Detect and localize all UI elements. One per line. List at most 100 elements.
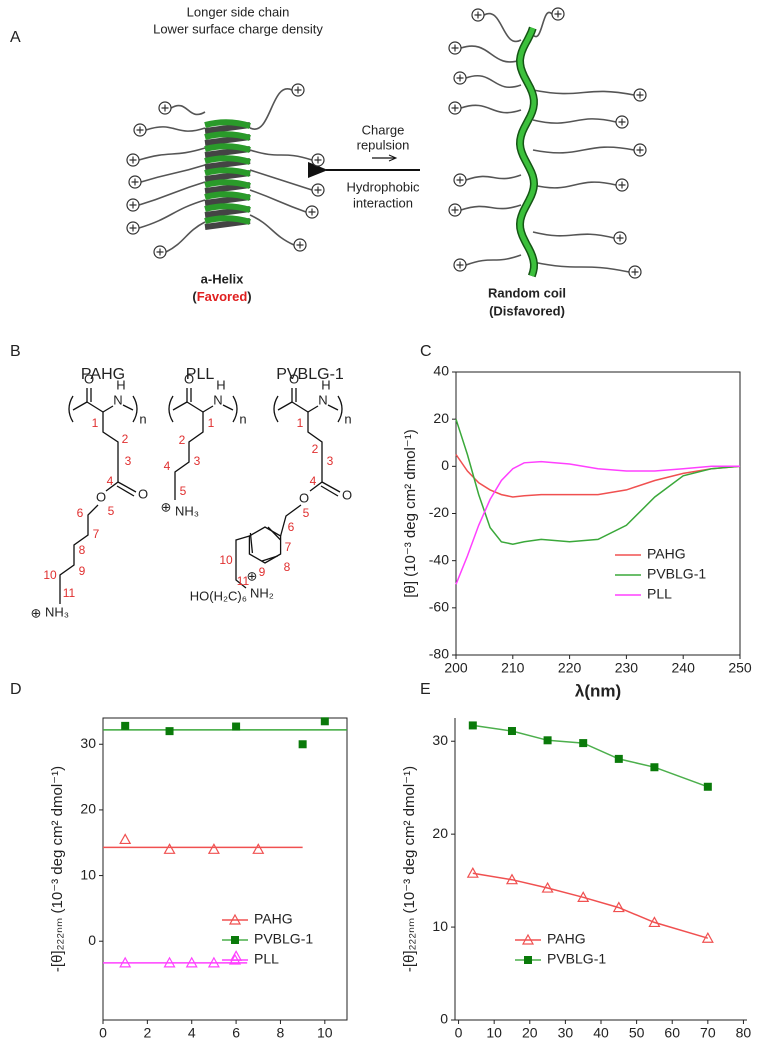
- side-chain: [138, 199, 206, 229]
- charge-plus: [618, 118, 626, 126]
- carbon-number: 9: [259, 565, 266, 579]
- polymer-name: PVBLG-1: [276, 366, 344, 383]
- side-chain: [165, 221, 206, 253]
- bond: [86, 401, 104, 413]
- side-chain: [465, 75, 522, 88]
- bond: [102, 405, 114, 413]
- side-chain: [249, 189, 307, 213]
- bond: [117, 481, 137, 493]
- helix-name: a-Helix: [201, 271, 244, 286]
- marker: [207, 843, 220, 854]
- atom-label: O: [184, 371, 194, 386]
- bond: [222, 404, 234, 411]
- arrow-label: interaction: [353, 195, 413, 210]
- bond: [277, 401, 293, 411]
- bond: [186, 401, 204, 413]
- side-chain: [532, 118, 617, 124]
- atom-label: n: [239, 411, 246, 426]
- bond: [59, 504, 99, 604]
- paren: ): [247, 289, 251, 304]
- atom-label: N: [213, 392, 222, 407]
- carbon-number: 11: [237, 574, 250, 588]
- charge-plus: [474, 11, 482, 19]
- x-tick-label: 0: [455, 1025, 463, 1039]
- side-chain: [532, 89, 635, 96]
- bond: [172, 401, 188, 411]
- side-chain: [249, 149, 313, 161]
- carbon-number: 1: [208, 416, 215, 430]
- coil: [517, 27, 537, 277]
- marker: [231, 936, 239, 944]
- y-tick-label: -80: [429, 646, 449, 662]
- side-chain: [138, 147, 206, 161]
- y-tick-label: 30: [432, 732, 448, 748]
- carbon-number: 1: [297, 416, 304, 430]
- coil-state: (Disfavored): [489, 303, 565, 318]
- marker: [701, 931, 714, 943]
- bond: [307, 412, 323, 492]
- helix-front: [204, 191, 251, 201]
- side-chain: [460, 104, 522, 114]
- x-tick-label: 40: [593, 1025, 609, 1039]
- marker: [165, 727, 174, 736]
- panel-label: C: [420, 343, 432, 360]
- x-tick-label: 30: [558, 1025, 574, 1039]
- helix-front: [204, 203, 251, 213]
- arrow-label: Hydrophobic: [347, 179, 420, 194]
- atom-label: H: [321, 377, 330, 392]
- atom-label: N: [113, 392, 122, 407]
- x-tick-label: 8: [277, 1025, 285, 1039]
- marker: [703, 782, 712, 791]
- carbon-number: 10: [43, 568, 57, 582]
- bracket: [132, 395, 138, 423]
- atom-label: NH₃: [45, 604, 69, 619]
- bond: [72, 401, 88, 411]
- bond: [202, 405, 214, 413]
- carbon-number: 4: [164, 459, 171, 473]
- marker: [543, 736, 552, 745]
- atom-label: n: [344, 411, 351, 426]
- atom-label: O: [342, 487, 352, 502]
- bond: [249, 532, 254, 554]
- carbon-number: 6: [77, 506, 84, 520]
- side-chain: [249, 214, 295, 246]
- side-chain: [532, 261, 630, 273]
- helix-front: [204, 155, 251, 165]
- atom-label: O: [84, 371, 94, 386]
- charge-plus: [294, 86, 302, 94]
- y-tick-label: 0: [88, 932, 96, 948]
- y-tick-label: -60: [429, 599, 449, 615]
- side-chain: [532, 231, 615, 239]
- bond: [174, 412, 204, 500]
- atom-label: O: [96, 489, 106, 504]
- bracket: [232, 395, 238, 423]
- marker: [612, 901, 625, 913]
- atom-label: NH₃: [175, 503, 199, 518]
- bond: [327, 404, 339, 411]
- marker: [163, 843, 176, 854]
- arrow-label: repulsion: [357, 137, 410, 152]
- y-tick-label: 20: [80, 801, 96, 817]
- bracket: [337, 395, 343, 423]
- side-chain: [465, 174, 522, 181]
- legend-label: PVBLG-1: [647, 566, 706, 582]
- charge-plus: [456, 261, 464, 269]
- legend-label: PVBLG-1: [547, 951, 606, 967]
- side-chain: [532, 11, 553, 38]
- x-tick-label: 80: [736, 1025, 752, 1039]
- plot-frame: [102, 717, 348, 1021]
- charge-plus: [131, 178, 139, 186]
- atom-label: H: [216, 377, 225, 392]
- side-chain: [483, 12, 522, 43]
- side-chain: [532, 146, 635, 154]
- carbon-number: 3: [194, 454, 201, 468]
- bond: [267, 526, 282, 541]
- charge-plus: [161, 104, 169, 112]
- bond: [291, 401, 309, 413]
- bond: [102, 412, 119, 492]
- legend-label: PLL: [254, 951, 279, 967]
- y-tick-label: 20: [432, 825, 448, 841]
- marker: [524, 956, 532, 964]
- y-tick-label: 40: [433, 363, 449, 379]
- charge-plus: [451, 206, 459, 214]
